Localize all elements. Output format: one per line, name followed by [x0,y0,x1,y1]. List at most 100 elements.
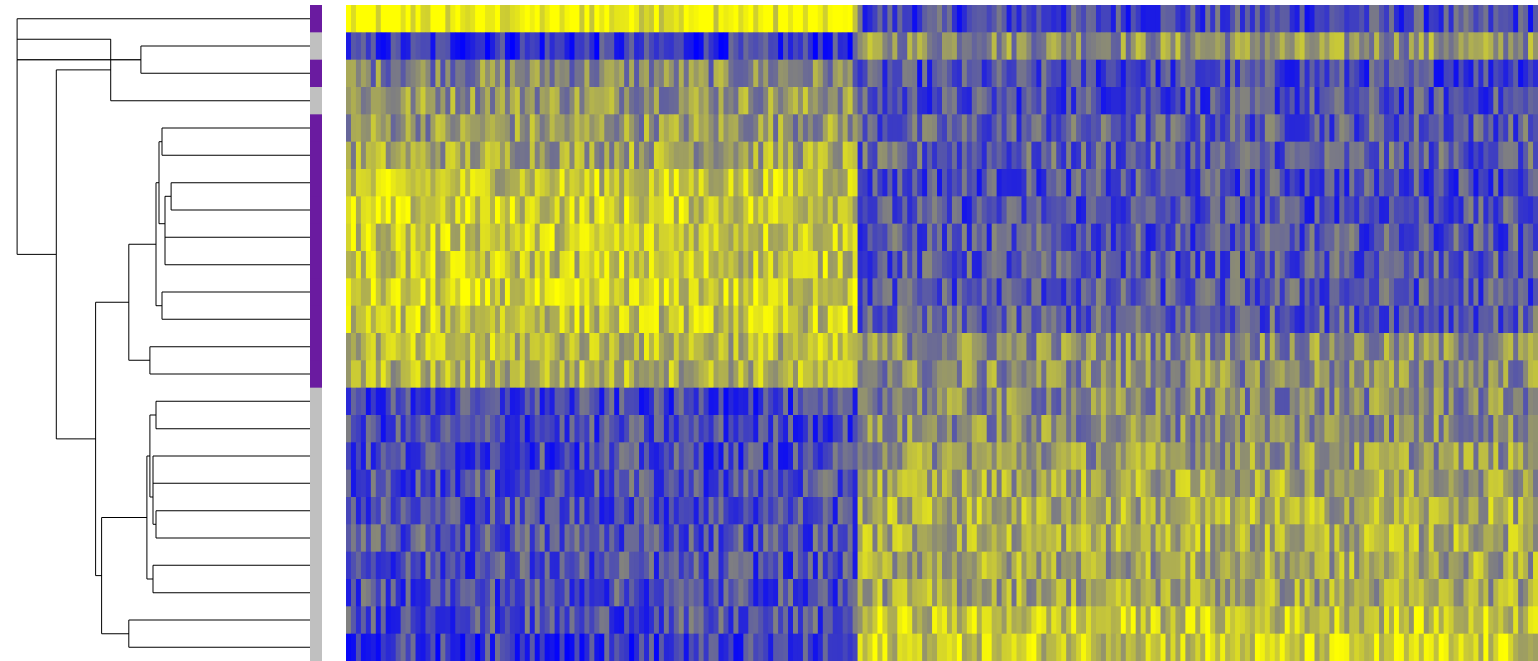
heatmap-cell [743,169,749,197]
heatmap-cell [1165,32,1172,61]
heatmap-cell [1086,524,1092,553]
heatmap-cell [708,305,715,334]
heatmap-cell [509,141,516,170]
heatmap-cell [728,360,734,389]
heatmap-cell [1329,196,1335,225]
heatmap-cell [728,415,734,443]
heatmap-cell [822,114,829,143]
heatmap-cell [1413,387,1420,416]
heatmap-cell [534,551,541,580]
heatmap-cell [519,305,526,334]
heatmap-cell [1190,333,1196,361]
heatmap-cell [812,469,819,498]
heatmap-cell [857,415,864,443]
heatmap-cell [1354,169,1360,197]
heatmap-cell [877,524,883,553]
heatmap-cell [1105,333,1112,361]
heatmap-cell [549,469,556,498]
heatmap-cell [733,223,739,252]
heatmap-cell [390,196,397,225]
heatmap-cell [1130,333,1137,361]
heatmap-cell [1056,32,1062,61]
heatmap-cell [1319,360,1326,389]
heatmap-cell [420,223,427,252]
heatmap-cell [966,141,973,170]
heatmap-cell [673,524,680,553]
heatmap-cell [668,141,675,170]
heatmap-cell [1130,305,1137,334]
heatmap-cell [728,469,734,498]
heatmap-cell [942,333,948,361]
heatmap-cell [847,114,854,143]
heatmap-cell [1076,524,1082,553]
heatmap-cell [981,59,988,88]
heatmap-cell [465,415,471,443]
heatmap-cell [1185,32,1191,61]
heatmap-cell [490,251,496,279]
heatmap-cell [514,305,521,334]
heatmap-cell [405,59,412,88]
heatmap-cell [475,415,481,443]
heatmap-cell [1086,415,1092,443]
heatmap-cell [817,524,824,553]
heatmap-cell [495,469,501,498]
heatmap-cell [966,251,973,279]
heatmap-cell [862,169,869,197]
heatmap-cell [1408,497,1415,525]
heatmap-cell [1498,87,1504,115]
heatmap-cell [1433,469,1440,498]
heatmap-cell [1384,305,1390,334]
heatmap-cell [639,32,645,61]
heatmap-cell [524,59,531,88]
heatmap-cell [1031,387,1037,416]
heatmap-cell [375,360,382,389]
heatmap-cell [718,169,725,197]
heatmap-cell [400,415,407,443]
heatmap-cell [594,5,600,33]
heatmap-cell [887,141,893,170]
heatmap-cell [1071,333,1077,361]
heatmap-cell [996,59,1003,88]
heatmap-cell [430,141,436,170]
heatmap-cell [728,387,734,416]
heatmap-cell [564,114,571,143]
heatmap-cell [907,278,913,307]
heatmap-cell [1508,497,1514,525]
heatmap-cell [862,114,869,143]
heatmap-cell [1448,524,1455,553]
heatmap-cell [912,141,918,170]
heatmap-cell [961,251,968,279]
heatmap-cell [683,196,690,225]
heatmap-cell [802,387,809,416]
heatmap-cell [609,497,615,525]
heatmap-cell [430,114,436,143]
heatmap-cell [1389,32,1395,61]
heatmap-cell [1488,223,1494,252]
heatmap-cell [842,87,849,115]
heatmap-cell [1359,169,1365,197]
heatmap-cell [738,305,744,334]
heatmap-cell [629,169,635,197]
heatmap-cell [1041,32,1047,61]
heatmap-cell [897,442,903,471]
heatmap-cell [1115,196,1122,225]
heatmap-cell [584,551,590,580]
heatmap-cell [1533,305,1538,334]
heatmap-cell [1006,141,1013,170]
heatmap-cell [619,442,625,471]
heatmap-cell [1190,196,1196,225]
heatmap-cell [544,360,551,389]
heatmap-cell [1125,333,1132,361]
heatmap-cell [1309,251,1316,279]
heatmap-cell [1364,278,1370,307]
heatmap-cell [400,169,407,197]
heatmap-cell [370,5,377,33]
heatmap-cell [991,469,998,498]
heatmap-cell [1498,114,1504,143]
heatmap-cell [1001,360,1008,389]
heatmap-cell [499,469,506,498]
heatmap-cell [1135,59,1142,88]
heatmap-cell [624,551,630,580]
heatmap-cell [1319,5,1326,33]
heatmap-cell [395,251,402,279]
